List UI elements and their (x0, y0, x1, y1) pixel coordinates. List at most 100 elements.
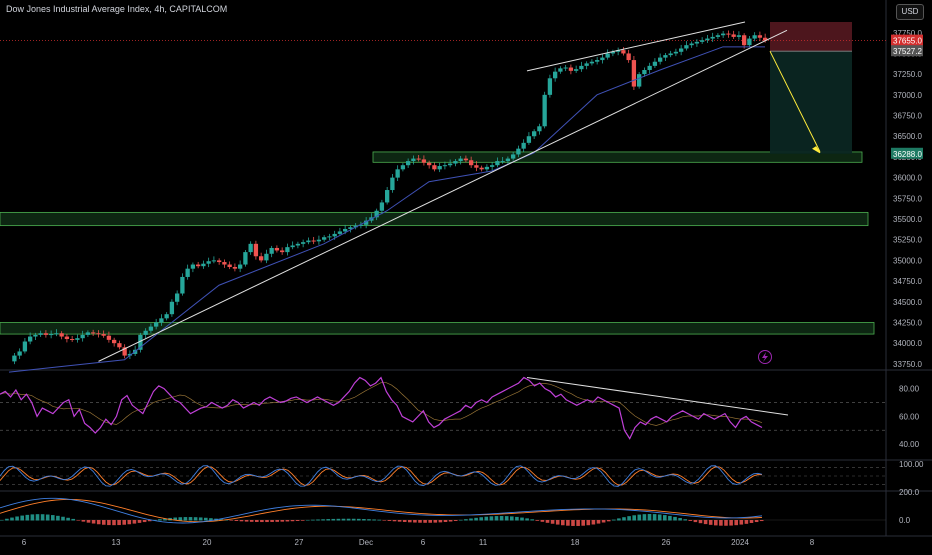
macd-histogram-bar (362, 518, 366, 521)
bolt-icon (758, 350, 772, 364)
time-axis-label: 2024 (731, 538, 749, 547)
macd-histogram-bar (306, 519, 310, 521)
candle-body (295, 243, 301, 246)
macd-histogram-bar (566, 520, 570, 526)
macd-histogram-bar (229, 520, 234, 521)
candle-body (684, 45, 689, 49)
macd-histogram-bar (204, 517, 208, 521)
candle-body (185, 268, 190, 277)
candle-body (568, 67, 574, 71)
candle-body (511, 154, 516, 159)
candle-body (400, 165, 406, 170)
candle-body (206, 261, 211, 264)
macd-tick-label: 200.0 (899, 488, 920, 497)
candle-body (731, 34, 736, 37)
candle-body (269, 247, 274, 254)
macd-histogram-bar (413, 520, 417, 523)
candle-body (332, 233, 337, 237)
candle-body (17, 351, 22, 356)
macd-histogram-bar (484, 516, 489, 521)
macd-histogram-bar (122, 520, 126, 525)
macd-histogram-bar (418, 520, 422, 523)
macd-histogram-bar (489, 516, 494, 521)
macd-histogram-bar (5, 518, 9, 521)
candle-body (710, 36, 715, 39)
macd-histogram-bar (372, 519, 376, 521)
price-tag-bg (891, 45, 923, 57)
support-zone (372, 151, 863, 163)
candle-body (427, 162, 432, 166)
candle-body (411, 158, 416, 162)
macd-histogram-bar (708, 520, 713, 525)
candle-body (474, 165, 479, 168)
candle-body (679, 48, 684, 52)
macd-histogram-bar (326, 519, 330, 521)
macd-histogram-bar (158, 519, 162, 521)
macd-histogram-bar (749, 520, 754, 523)
time-axis-label: 26 (662, 538, 671, 547)
macd-histogram-bar (234, 520, 239, 521)
rsi-line (0, 376, 763, 440)
candle-body (490, 165, 495, 167)
candle-body (658, 57, 663, 62)
candle-body (148, 326, 154, 331)
candle-body (584, 63, 589, 66)
candle-body (327, 236, 332, 238)
candle-body (395, 169, 400, 178)
macd-histogram-bar (617, 518, 621, 521)
macd-histogram-bar (10, 517, 14, 521)
last-price-price-tag: 37655.0 (893, 37, 922, 46)
channel-top-trendline (526, 21, 746, 72)
candle-body (117, 343, 122, 348)
macd-histogram-bar (132, 520, 137, 524)
candle-body (616, 50, 621, 52)
target-price-tag: 36288.0 (893, 150, 922, 159)
candle-body (647, 65, 652, 71)
macd-histogram-bar (550, 520, 555, 524)
macd-histogram-bar (91, 520, 96, 524)
candle-body (201, 263, 206, 267)
macd-histogram-bar (571, 520, 575, 526)
candle-body (64, 336, 70, 340)
candle-body (479, 167, 484, 170)
macd-histogram-bar (693, 520, 698, 523)
macd-histogram-bar (285, 520, 290, 522)
candle-body (211, 260, 217, 262)
candle-body (406, 161, 411, 166)
candle-body (28, 336, 33, 342)
candle-body (448, 163, 453, 166)
macd-histogram-bar (612, 519, 616, 521)
macd-histogram-bar (30, 514, 35, 521)
candle-body (721, 33, 726, 36)
currency-button[interactable]: USD (896, 4, 924, 20)
candle-body (348, 227, 353, 229)
macd-histogram-bar (239, 520, 244, 522)
candle-body (127, 353, 133, 356)
time-axis-label: 13 (112, 538, 121, 547)
candle-body (159, 318, 164, 323)
candle-body (605, 53, 610, 58)
macd-histogram-bar (244, 520, 249, 522)
macd-histogram-bar (408, 520, 412, 523)
price-tick-label: 34250.0 (893, 318, 922, 327)
macd-histogram-bar (331, 518, 336, 521)
candle-body (43, 333, 49, 335)
candle-body (311, 240, 316, 242)
price-tick-label: 35000.0 (893, 256, 922, 265)
macd-histogram-bar (107, 520, 111, 526)
macd-histogram-bar (387, 520, 392, 521)
macd-histogram-bar (71, 518, 75, 521)
candle-body (700, 40, 705, 42)
macd-histogram-bar (601, 520, 606, 523)
macd-histogram-bar (561, 520, 565, 526)
price-tick-label: 35250.0 (893, 236, 922, 245)
macd-histogram-bar (275, 520, 279, 522)
candle-body (248, 243, 253, 253)
candle-body (642, 70, 647, 75)
macd-histogram-bar (719, 520, 723, 526)
macd-histogram-bar (647, 514, 652, 521)
macd-histogram-bar (606, 520, 611, 522)
candle-body (747, 38, 752, 46)
